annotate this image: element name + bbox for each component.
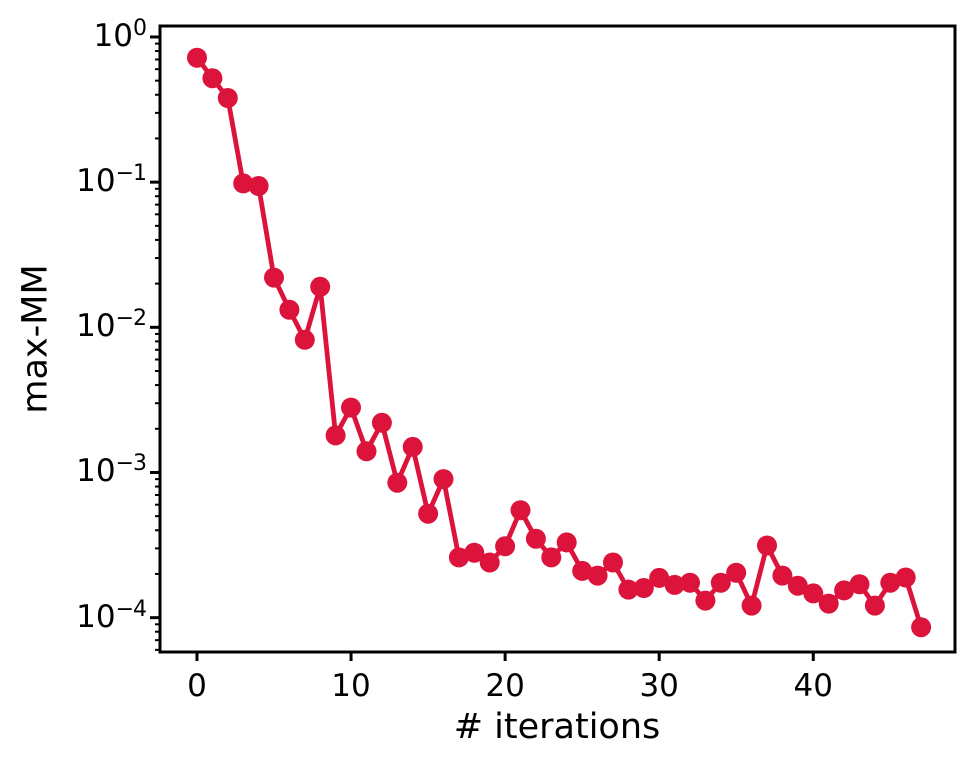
data-point xyxy=(294,329,315,350)
data-point xyxy=(387,472,408,493)
data-point xyxy=(864,595,885,616)
data-point xyxy=(371,412,392,433)
data-point xyxy=(587,565,608,586)
x-tick-label: 0 xyxy=(187,668,207,704)
data-point xyxy=(911,617,932,638)
data-point xyxy=(680,572,700,593)
data-point xyxy=(217,88,238,108)
x-tick-label: 30 xyxy=(639,668,679,704)
data-point xyxy=(279,299,300,320)
data-point xyxy=(849,574,870,595)
data-point xyxy=(818,593,839,614)
y-tick-label: 100 xyxy=(93,15,147,54)
data-point xyxy=(757,535,777,556)
data-point xyxy=(556,532,577,553)
data-point xyxy=(741,595,762,616)
data-point xyxy=(248,176,269,196)
data-point xyxy=(479,552,500,573)
data-point xyxy=(618,579,639,600)
data-point xyxy=(664,574,685,595)
data-point xyxy=(310,276,331,297)
data-point xyxy=(834,580,855,601)
data-point xyxy=(341,397,361,418)
data-point xyxy=(649,567,670,588)
data-point xyxy=(726,562,747,583)
data-point xyxy=(803,583,824,604)
data-point xyxy=(633,578,654,598)
data-point xyxy=(541,547,562,568)
data-point xyxy=(418,503,439,524)
plot-spines xyxy=(158,24,957,654)
y-tick-label: 10−4 xyxy=(76,596,147,635)
data-point xyxy=(187,47,207,68)
data-point xyxy=(572,560,593,581)
data-point xyxy=(510,500,531,521)
data-point xyxy=(448,547,469,568)
data-point xyxy=(233,173,254,194)
data-point xyxy=(464,542,485,563)
data-point xyxy=(433,469,454,490)
data-point xyxy=(325,425,346,446)
data-point xyxy=(202,68,223,89)
data-point xyxy=(895,567,916,588)
data-point xyxy=(603,552,623,573)
data-point xyxy=(495,536,516,557)
x-tick-label: 20 xyxy=(485,668,525,704)
x-tick-label: 40 xyxy=(793,668,833,704)
data-point xyxy=(264,267,284,288)
data-point xyxy=(787,575,808,596)
y-tick-label: 10−2 xyxy=(76,306,147,345)
data-point xyxy=(695,590,716,611)
x-axis-label: # iterations xyxy=(453,707,661,747)
data-point xyxy=(402,436,423,457)
data-point xyxy=(772,565,793,586)
data-point xyxy=(880,572,901,593)
y-tick-label: 10−3 xyxy=(76,451,147,490)
data-point xyxy=(525,528,546,549)
data-point xyxy=(710,572,731,593)
x-tick-label: 10 xyxy=(331,668,371,704)
y-tick-label: 10−1 xyxy=(76,161,147,200)
data-point xyxy=(356,441,377,462)
